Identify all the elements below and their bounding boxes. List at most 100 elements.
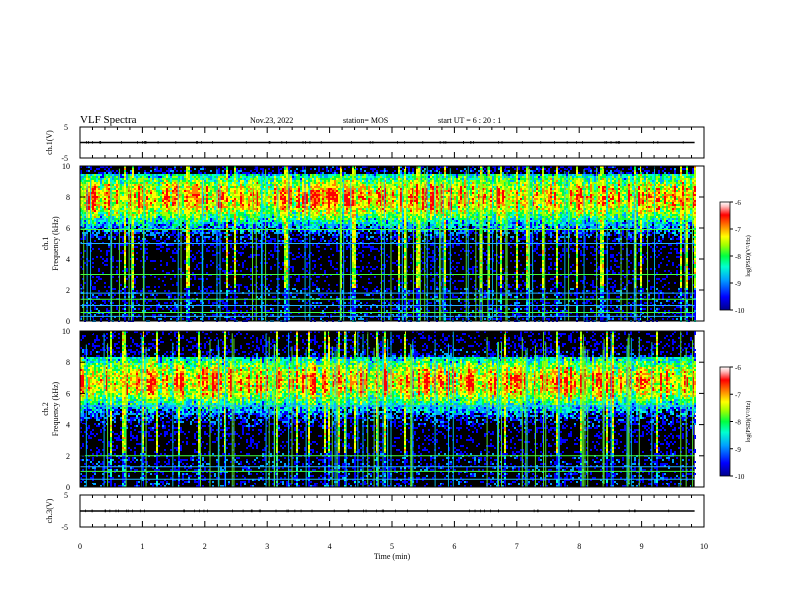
spectrogram-cell: [140, 174, 142, 176]
spectrogram-cell: [138, 230, 140, 232]
spectrogram-cell: [108, 178, 110, 180]
spectrogram-cell: [138, 218, 140, 220]
spectrogram-cell: [126, 178, 128, 180]
spectrogram-cell: [140, 190, 142, 192]
spectrogram-cell: [104, 174, 106, 176]
spectrogram-cell: [114, 184, 116, 186]
spectrogram-cell: [116, 216, 118, 218]
spectrogram-cell: [134, 188, 136, 190]
spectrogram-cell: [114, 212, 116, 214]
spectrogram-cell: [134, 282, 136, 284]
spectrogram-cell: [92, 300, 94, 302]
spectrogram-cell: [98, 294, 100, 296]
spectrogram-cell: [116, 280, 118, 282]
spectrogram-cell: [122, 210, 124, 212]
spectrogram-cell: [84, 180, 86, 182]
spectrogram-cell: [124, 234, 126, 236]
spectrogram-cell: [122, 192, 124, 194]
spectrogram-cell: [100, 186, 102, 188]
spectrogram-cell: [100, 210, 102, 212]
spectrogram-cell: [130, 174, 132, 176]
spectrogram-cell: [88, 230, 90, 232]
spectrogram-cell: [108, 192, 110, 194]
spectrogram-cell: [94, 224, 96, 226]
spectrogram-cell: [140, 192, 142, 194]
spectrogram-cell: [114, 180, 116, 182]
spectrogram-cell: [132, 196, 134, 198]
spectrogram-cell: [102, 200, 104, 202]
spectrogram-cell: [96, 196, 98, 198]
spectrogram-cell: [108, 200, 110, 202]
spectrogram-cell: [102, 184, 104, 186]
spectrogram-cell: [94, 234, 96, 236]
spectrogram-cell: [100, 204, 102, 206]
spectrogram-cell: [98, 198, 100, 200]
spectrogram-cell: [88, 204, 90, 206]
spectrogram-cell: [114, 216, 116, 218]
spectrogram-cell: [124, 230, 126, 232]
spectrogram-cell: [136, 202, 138, 204]
spectrogram-cell: [114, 210, 116, 212]
spectrogram-cell: [138, 198, 140, 200]
spectrogram-cell: [102, 202, 104, 204]
spectrogram-cell: [94, 188, 96, 190]
spectrogram-cell: [142, 174, 144, 176]
spectrogram-cell: [100, 174, 102, 176]
spectrogram-cell: [126, 218, 128, 220]
spectrogram-cell: [98, 180, 100, 182]
spectrogram-cell: [84, 214, 86, 216]
spectrogram-cell: [140, 260, 142, 262]
spectrogram-cell: [104, 220, 106, 222]
spectrogram-cell: [94, 288, 96, 290]
spectrogram-cell: [132, 180, 134, 182]
spectrogram-cell: [116, 220, 118, 222]
spectrogram-cell: [114, 218, 116, 220]
spectrogram-cell: [132, 314, 134, 316]
spectrogram-cell: [102, 226, 104, 228]
spectrogram-cell: [116, 230, 118, 232]
spectrogram-cell: [98, 212, 100, 214]
spectrogram-cell: [106, 192, 108, 194]
spectrogram-cell: [132, 254, 134, 256]
spectrogram-cell: [98, 192, 100, 194]
spectrogram-cell: [132, 226, 134, 228]
spectrogram-cell: [114, 226, 116, 228]
spectrogram-cell: [102, 218, 104, 220]
spectrogram-cell: [114, 232, 116, 234]
spectrogram-cell: [132, 202, 134, 204]
spectrogram-cell: [114, 204, 116, 206]
spectrogram-cell: [106, 310, 108, 312]
spectrogram-cell: [94, 220, 96, 222]
spectrogram-cell: [106, 170, 108, 172]
spectrogram-cell: [134, 196, 136, 198]
spectrogram-cell: [84, 182, 86, 184]
spectrogram-cell: [122, 314, 124, 316]
spectrogram-cell: [116, 222, 118, 224]
spectrogram-cell: [116, 204, 118, 206]
spectrogram-cell: [120, 220, 122, 222]
spectrogram-cell: [88, 212, 90, 214]
spectrogram-cell: [126, 200, 128, 202]
spectrogram-cell: [120, 244, 122, 246]
spectrogram-cell: [120, 182, 122, 184]
spectrogram-cell: [136, 216, 138, 218]
spectrogram-cell: [116, 174, 118, 176]
spectrogram-cell: [138, 186, 140, 188]
spectrogram-cell: [132, 260, 134, 262]
spectrogram-cell: [132, 294, 134, 296]
spectrogram-cell: [136, 180, 138, 182]
spectrogram-cell: [114, 176, 116, 178]
spectrogram-cell: [106, 206, 108, 208]
spectrogram-cell: [130, 176, 132, 178]
spectrogram-cell: [106, 226, 108, 228]
spectrogram-cell: [120, 252, 122, 254]
spectrogram-cell: [88, 194, 90, 196]
spectrogram-cell: [104, 198, 106, 200]
spectrogram-cell: [136, 252, 138, 254]
spectrogram-cell: [116, 224, 118, 226]
spectrogram-cell: [132, 224, 134, 226]
spectrogram-cell: [94, 214, 96, 216]
spectrogram-cell: [102, 196, 104, 198]
spectrogram-cell: [100, 180, 102, 182]
spectrogram-cell: [124, 286, 126, 288]
